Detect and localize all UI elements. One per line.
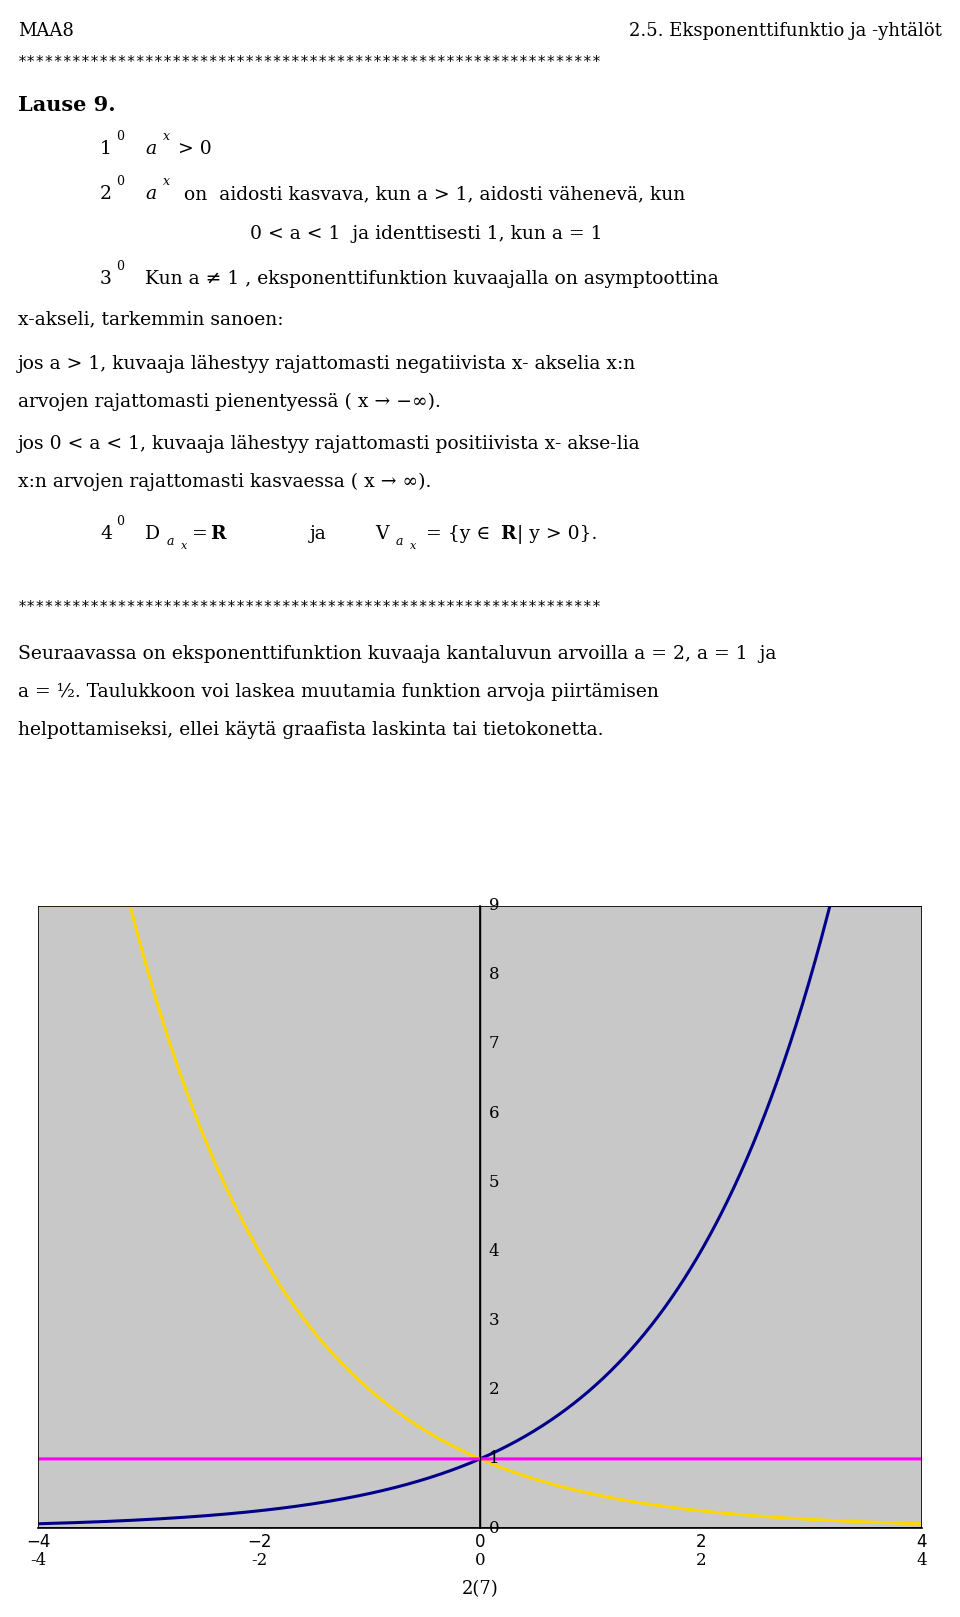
Text: 8: 8 — [489, 967, 499, 983]
Text: 0: 0 — [116, 175, 124, 188]
Text: 3: 3 — [100, 270, 112, 288]
Text: a = ½. Taulukkoon voi laskea muutamia funktion arvoja piirtämisen: a = ½. Taulukkoon voi laskea muutamia fu… — [18, 682, 659, 702]
Text: 2: 2 — [695, 1552, 707, 1568]
Text: x-akseli, tarkemmin sanoen:: x-akseli, tarkemmin sanoen: — [18, 310, 283, 328]
Text: -2: -2 — [252, 1552, 267, 1568]
Text: Kun a ≠ 1 , eksponenttifunktion kuvaajalla on asymptoottina: Kun a ≠ 1 , eksponenttifunktion kuvaajal… — [145, 270, 719, 288]
Text: 6: 6 — [489, 1104, 499, 1122]
Text: 4: 4 — [489, 1243, 499, 1260]
Text: a: a — [145, 184, 156, 204]
Text: 2.5. Eksponenttifunktio ja -yhtälöt: 2.5. Eksponenttifunktio ja -yhtälöt — [629, 23, 942, 40]
Text: R: R — [500, 526, 516, 543]
Text: ****************************************************************: ****************************************… — [18, 55, 602, 70]
Text: 1: 1 — [100, 141, 112, 158]
Text: 1: 1 — [489, 1450, 499, 1467]
Text: 3: 3 — [489, 1311, 499, 1329]
Text: a: a — [145, 141, 156, 158]
Text: 5: 5 — [489, 1174, 499, 1190]
Text: jos a > 1, kuvaaja lähestyy rajattomasti negatiivista x- akselia x:n: jos a > 1, kuvaaja lähestyy rajattomasti… — [18, 356, 636, 374]
Text: 2: 2 — [100, 184, 112, 204]
Text: 4: 4 — [916, 1552, 927, 1568]
Text: ja: ja — [310, 526, 326, 543]
Text: MAA8: MAA8 — [18, 23, 74, 40]
Text: 0: 0 — [489, 1520, 499, 1536]
Text: 4: 4 — [100, 526, 112, 543]
Text: 2: 2 — [489, 1381, 499, 1399]
Text: 7: 7 — [489, 1035, 499, 1053]
Text: 0: 0 — [474, 1552, 486, 1568]
Text: x:n arvojen rajattomasti kasvaessa ( x → ∞).: x:n arvojen rajattomasti kasvaessa ( x →… — [18, 474, 431, 492]
Text: = {y ∈: = {y ∈ — [420, 526, 496, 543]
Text: 0: 0 — [116, 129, 124, 142]
Text: arvojen rajattomasti pienentyessä ( x → −∞).: arvojen rajattomasti pienentyessä ( x → … — [18, 393, 441, 411]
Text: a: a — [167, 535, 175, 548]
Text: 0: 0 — [116, 514, 124, 529]
Text: =: = — [192, 526, 214, 543]
Text: 0: 0 — [116, 260, 124, 273]
Text: -4: -4 — [31, 1552, 46, 1568]
Text: 9: 9 — [489, 897, 499, 914]
Text: jos 0 < a < 1, kuvaaja lähestyy rajattomasti positiivista x- akse-lia: jos 0 < a < 1, kuvaaja lähestyy rajattom… — [18, 435, 640, 453]
Text: 2(7): 2(7) — [462, 1580, 498, 1598]
Text: D: D — [145, 526, 160, 543]
Text: x: x — [163, 175, 170, 188]
Text: on  aidosti kasvava, kun a > 1, aidosti vähenevä, kun: on aidosti kasvava, kun a > 1, aidosti v… — [178, 184, 685, 204]
Text: ****************************************************************: ****************************************… — [18, 600, 602, 614]
Text: x: x — [163, 129, 170, 142]
Text: V: V — [375, 526, 389, 543]
Text: Lause 9.: Lause 9. — [18, 95, 115, 115]
Text: x: x — [410, 542, 417, 551]
Text: Seuraavassa on eksponenttifunktion kuvaaja kantaluvun arvoilla a = 2, a = 1  ja: Seuraavassa on eksponenttifunktion kuvaa… — [18, 645, 777, 663]
Text: a: a — [396, 535, 403, 548]
Text: | y > 0}.: | y > 0}. — [517, 526, 597, 543]
Text: helpottamiseksi, ellei käytä graafista laskinta tai tietokonetta.: helpottamiseksi, ellei käytä graafista l… — [18, 721, 604, 739]
Text: 0 < a < 1  ja identtisesti 1, kun a = 1: 0 < a < 1 ja identtisesti 1, kun a = 1 — [250, 225, 603, 243]
Text: x: x — [181, 542, 187, 551]
Text: > 0: > 0 — [178, 141, 212, 158]
Text: R: R — [210, 526, 226, 543]
